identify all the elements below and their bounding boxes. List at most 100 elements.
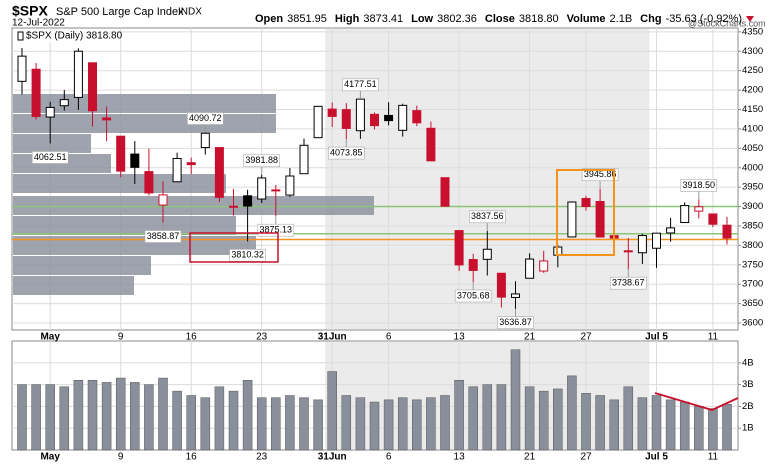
y-tick-label: 4B	[742, 357, 754, 368]
volume-bar	[369, 401, 380, 451]
volume-bar	[59, 386, 70, 451]
volume-bar	[285, 395, 295, 451]
candle-body	[511, 293, 520, 298]
candle-body	[172, 157, 182, 183]
x-tick-label: 13	[454, 332, 466, 343]
volume-bar	[200, 397, 211, 451]
x-tick-label: 23	[256, 452, 268, 463]
x-tick-label: 13	[454, 452, 466, 463]
candle-body	[73, 50, 83, 98]
volume-bar	[397, 397, 408, 451]
stat-value: -35.63 (-0.92%)	[666, 13, 742, 25]
x-tick-label: 27	[580, 452, 592, 463]
candle-body	[440, 177, 450, 207]
annotation-label: 4073.85	[330, 147, 363, 157]
annotation-label: 4090.72	[189, 113, 222, 123]
stat-value: 3873.41	[363, 13, 403, 25]
volume-bar	[45, 384, 55, 451]
x-tick-label: Jul 5	[645, 452, 668, 463]
annotation-label: 3858.87	[147, 231, 180, 241]
candle-body	[17, 55, 27, 82]
volume-by-price	[13, 216, 236, 235]
volume-bar	[101, 382, 112, 451]
volume-bar	[172, 390, 182, 451]
highlight-box	[189, 232, 279, 263]
stat-label: Low	[411, 13, 433, 25]
y-tick-label: 4200	[742, 85, 763, 96]
legend-box	[14, 30, 110, 42]
stat-label: Volume	[567, 13, 606, 25]
candle-body	[722, 224, 732, 239]
volume-bar	[412, 399, 422, 451]
annotation-box	[581, 168, 619, 182]
annotation-box	[680, 179, 718, 192]
y-tick-label: 3900	[742, 201, 763, 212]
volume-bar	[708, 408, 718, 451]
annotation-box	[609, 276, 647, 290]
x-tick-label: 9	[118, 452, 124, 463]
candle-body	[31, 68, 41, 118]
x-tick-label: May	[40, 452, 60, 463]
annotation-label: 3705.68	[457, 290, 490, 300]
trend-line	[654, 392, 739, 411]
candle-body	[426, 127, 436, 162]
y-tick-label: 1B	[742, 423, 754, 434]
legend: $SPX (Daily) 3818.80	[26, 31, 123, 42]
volume-bar	[496, 384, 507, 451]
volume-bar	[115, 377, 126, 451]
annotation-box	[187, 112, 224, 125]
annotation-label: 3981.88	[245, 155, 278, 165]
x-tick-label: 23	[256, 332, 268, 343]
candle-body	[144, 171, 154, 194]
volume-bar	[327, 371, 337, 451]
y-tick-label: 4300	[742, 46, 763, 57]
annotation-label: 3636.87	[499, 317, 532, 327]
candle-body	[652, 232, 661, 249]
volume-bar	[130, 382, 140, 451]
annotation-label: 3875.13	[260, 225, 293, 235]
volume-bar	[553, 388, 563, 451]
volume-bar	[468, 386, 478, 451]
candle-body	[496, 272, 506, 298]
annotation-box	[31, 151, 69, 164]
x-tick-label: May	[40, 332, 60, 343]
annotation-box	[243, 154, 280, 168]
candle-body	[229, 205, 238, 208]
y-tick-label: 3950	[742, 182, 763, 193]
symbol: $SPX	[12, 3, 48, 19]
x-tick-label: 31Jun	[318, 332, 347, 343]
index-name: S&P 500 Large Cap Index	[56, 6, 184, 18]
x-tick-label: 6	[386, 452, 392, 463]
candle-body	[327, 108, 337, 117]
volume-bar	[242, 379, 253, 451]
y-tick-label: 4050	[742, 143, 763, 154]
date: 12-Jul-2022	[12, 18, 65, 29]
candle-body	[341, 109, 351, 129]
candle-body	[637, 235, 647, 254]
volume-by-price	[13, 236, 256, 255]
y-tick-label: 4150	[742, 104, 763, 115]
stat-label: Open	[255, 13, 283, 25]
volume-bar	[228, 390, 239, 451]
candle-body	[214, 147, 224, 198]
candle-body	[370, 113, 379, 127]
annotation-box	[144, 230, 182, 243]
y-tick-label: 4250	[742, 65, 763, 76]
x-tick-label: 9	[118, 332, 124, 343]
annotation-label: 3837.56	[471, 211, 504, 221]
volume-bar	[609, 399, 619, 451]
candle-body	[539, 260, 549, 272]
volume-bar	[299, 397, 309, 451]
stat-value: 3802.36	[437, 13, 477, 25]
exchange: INDX	[178, 7, 202, 18]
x-tick-label: 11	[708, 452, 719, 463]
y-tick-label: 3750	[742, 259, 763, 270]
candle-body	[243, 195, 253, 207]
volume-bar	[271, 397, 281, 451]
volume-bar	[567, 375, 577, 451]
volume-by-price	[13, 256, 151, 275]
candle-body	[271, 189, 281, 192]
volume-bar	[637, 397, 648, 451]
x-tick-label: Jul 5	[645, 332, 668, 343]
